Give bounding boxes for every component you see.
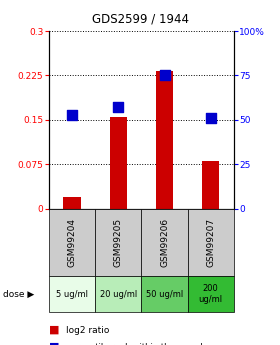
Text: GSM99205: GSM99205 xyxy=(114,218,123,267)
Text: ■: ■ xyxy=(49,342,59,345)
Text: log2 ratio: log2 ratio xyxy=(66,326,109,335)
Point xyxy=(208,115,213,121)
Bar xyxy=(109,117,127,209)
Text: ■: ■ xyxy=(49,324,59,334)
Bar xyxy=(156,71,173,209)
Text: percentile rank within the sample: percentile rank within the sample xyxy=(66,343,208,345)
Text: dose ▶: dose ▶ xyxy=(3,289,34,299)
Text: 5 ug/ml: 5 ug/ml xyxy=(56,289,88,299)
Point xyxy=(70,112,74,117)
Text: 50 ug/ml: 50 ug/ml xyxy=(146,289,183,299)
Text: GSM99206: GSM99206 xyxy=(160,218,169,267)
Text: GDS2599 / 1944: GDS2599 / 1944 xyxy=(92,12,188,25)
Bar xyxy=(202,161,220,209)
Text: GSM99207: GSM99207 xyxy=(206,218,215,267)
Point xyxy=(116,105,120,110)
Point xyxy=(162,73,167,78)
Text: 20 ug/ml: 20 ug/ml xyxy=(100,289,137,299)
Text: 200
ug/ml: 200 ug/ml xyxy=(199,284,223,304)
Bar xyxy=(63,197,81,209)
Text: GSM99204: GSM99204 xyxy=(67,218,77,267)
